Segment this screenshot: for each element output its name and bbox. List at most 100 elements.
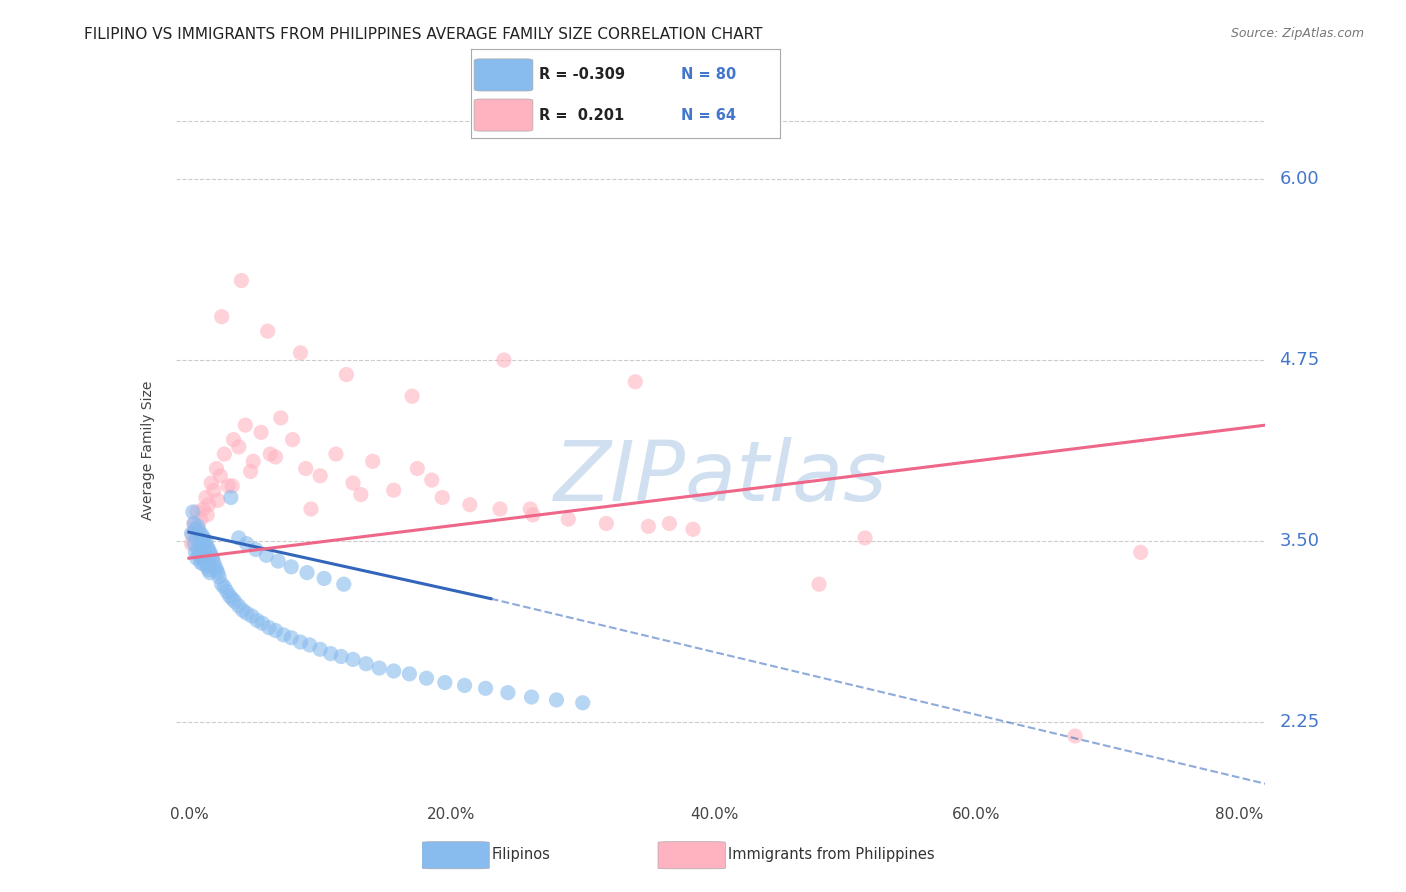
Point <box>319 647 342 661</box>
Text: FILIPINO VS IMMIGRANTS FROM PHILIPPINES AVERAGE FAMILY SIZE CORRELATION CHART: FILIPINO VS IMMIGRANTS FROM PHILIPPINES … <box>84 27 763 42</box>
Point <box>231 274 253 288</box>
Point <box>194 554 217 568</box>
Point <box>546 693 568 707</box>
Text: Immigrants from Philippines: Immigrants from Philippines <box>728 847 935 862</box>
Text: R = -0.309: R = -0.309 <box>538 68 626 82</box>
Point <box>207 493 229 508</box>
Text: Source: ZipAtlas.com: Source: ZipAtlas.com <box>1230 27 1364 40</box>
Point <box>233 418 256 433</box>
Point <box>361 454 384 468</box>
Point <box>458 498 481 512</box>
Point <box>191 528 214 542</box>
Point <box>215 584 238 599</box>
Point <box>194 533 217 548</box>
Point <box>204 559 226 574</box>
Point <box>195 540 218 554</box>
Point <box>183 537 205 551</box>
Point <box>294 461 316 475</box>
Point <box>191 551 214 566</box>
Point <box>406 461 429 475</box>
Point <box>190 512 212 526</box>
Point <box>214 447 236 461</box>
Point <box>325 447 347 461</box>
Point <box>180 537 202 551</box>
Point <box>195 508 218 522</box>
Point <box>184 533 207 548</box>
Point <box>267 554 290 568</box>
Point <box>557 512 579 526</box>
Point <box>235 537 257 551</box>
Text: 2.25: 2.25 <box>1279 713 1320 731</box>
Point <box>197 563 219 577</box>
Point <box>354 657 377 671</box>
Text: N = 64: N = 64 <box>682 108 737 122</box>
Point <box>254 549 277 563</box>
Point <box>181 505 204 519</box>
Point <box>290 346 312 360</box>
Point <box>290 635 312 649</box>
Point <box>184 522 207 536</box>
Point <box>239 465 262 479</box>
Point <box>309 642 332 657</box>
Point <box>350 487 373 501</box>
Point <box>187 542 209 557</box>
Point <box>190 556 212 570</box>
Point <box>1064 729 1087 743</box>
Point <box>256 324 278 338</box>
Point <box>232 603 254 617</box>
Point <box>180 526 202 541</box>
Point <box>342 475 364 490</box>
Point <box>193 557 215 571</box>
Point <box>222 433 245 447</box>
Point <box>228 531 250 545</box>
Point <box>200 549 222 563</box>
Point <box>330 649 353 664</box>
Text: R =  0.201: R = 0.201 <box>538 108 624 122</box>
Point <box>198 545 221 559</box>
Point <box>198 566 221 580</box>
Point <box>853 531 876 545</box>
Point <box>295 566 318 580</box>
Point <box>522 508 544 522</box>
Point <box>264 624 287 638</box>
Point <box>1129 545 1152 559</box>
Point <box>219 491 242 505</box>
FancyBboxPatch shape <box>474 59 533 91</box>
Point <box>181 526 204 541</box>
Point <box>299 502 322 516</box>
Point <box>194 542 217 557</box>
Point <box>218 589 240 603</box>
Point <box>221 591 243 606</box>
Point <box>186 505 208 519</box>
Point <box>183 516 205 531</box>
Point <box>280 631 302 645</box>
Point <box>240 609 263 624</box>
Point <box>235 606 257 620</box>
Point <box>368 661 391 675</box>
Point <box>637 519 659 533</box>
Point <box>193 502 215 516</box>
Point <box>200 475 222 490</box>
Point <box>382 483 405 498</box>
FancyBboxPatch shape <box>658 842 725 869</box>
Point <box>520 690 543 704</box>
Point <box>382 664 405 678</box>
Point <box>489 502 512 516</box>
Point <box>432 491 454 505</box>
Point <box>273 628 295 642</box>
Point <box>221 479 243 493</box>
Point <box>309 468 332 483</box>
Point <box>188 545 211 559</box>
Point <box>217 479 239 493</box>
Point <box>202 556 225 570</box>
Point <box>211 577 233 591</box>
Point <box>595 516 617 531</box>
Text: ZIPatlas: ZIPatlas <box>554 437 887 518</box>
Point <box>571 696 593 710</box>
Point <box>191 540 214 554</box>
Point <box>201 551 224 566</box>
Point <box>658 516 681 531</box>
Text: 6.00: 6.00 <box>1279 170 1319 188</box>
Point <box>184 545 207 559</box>
Point <box>214 580 236 594</box>
